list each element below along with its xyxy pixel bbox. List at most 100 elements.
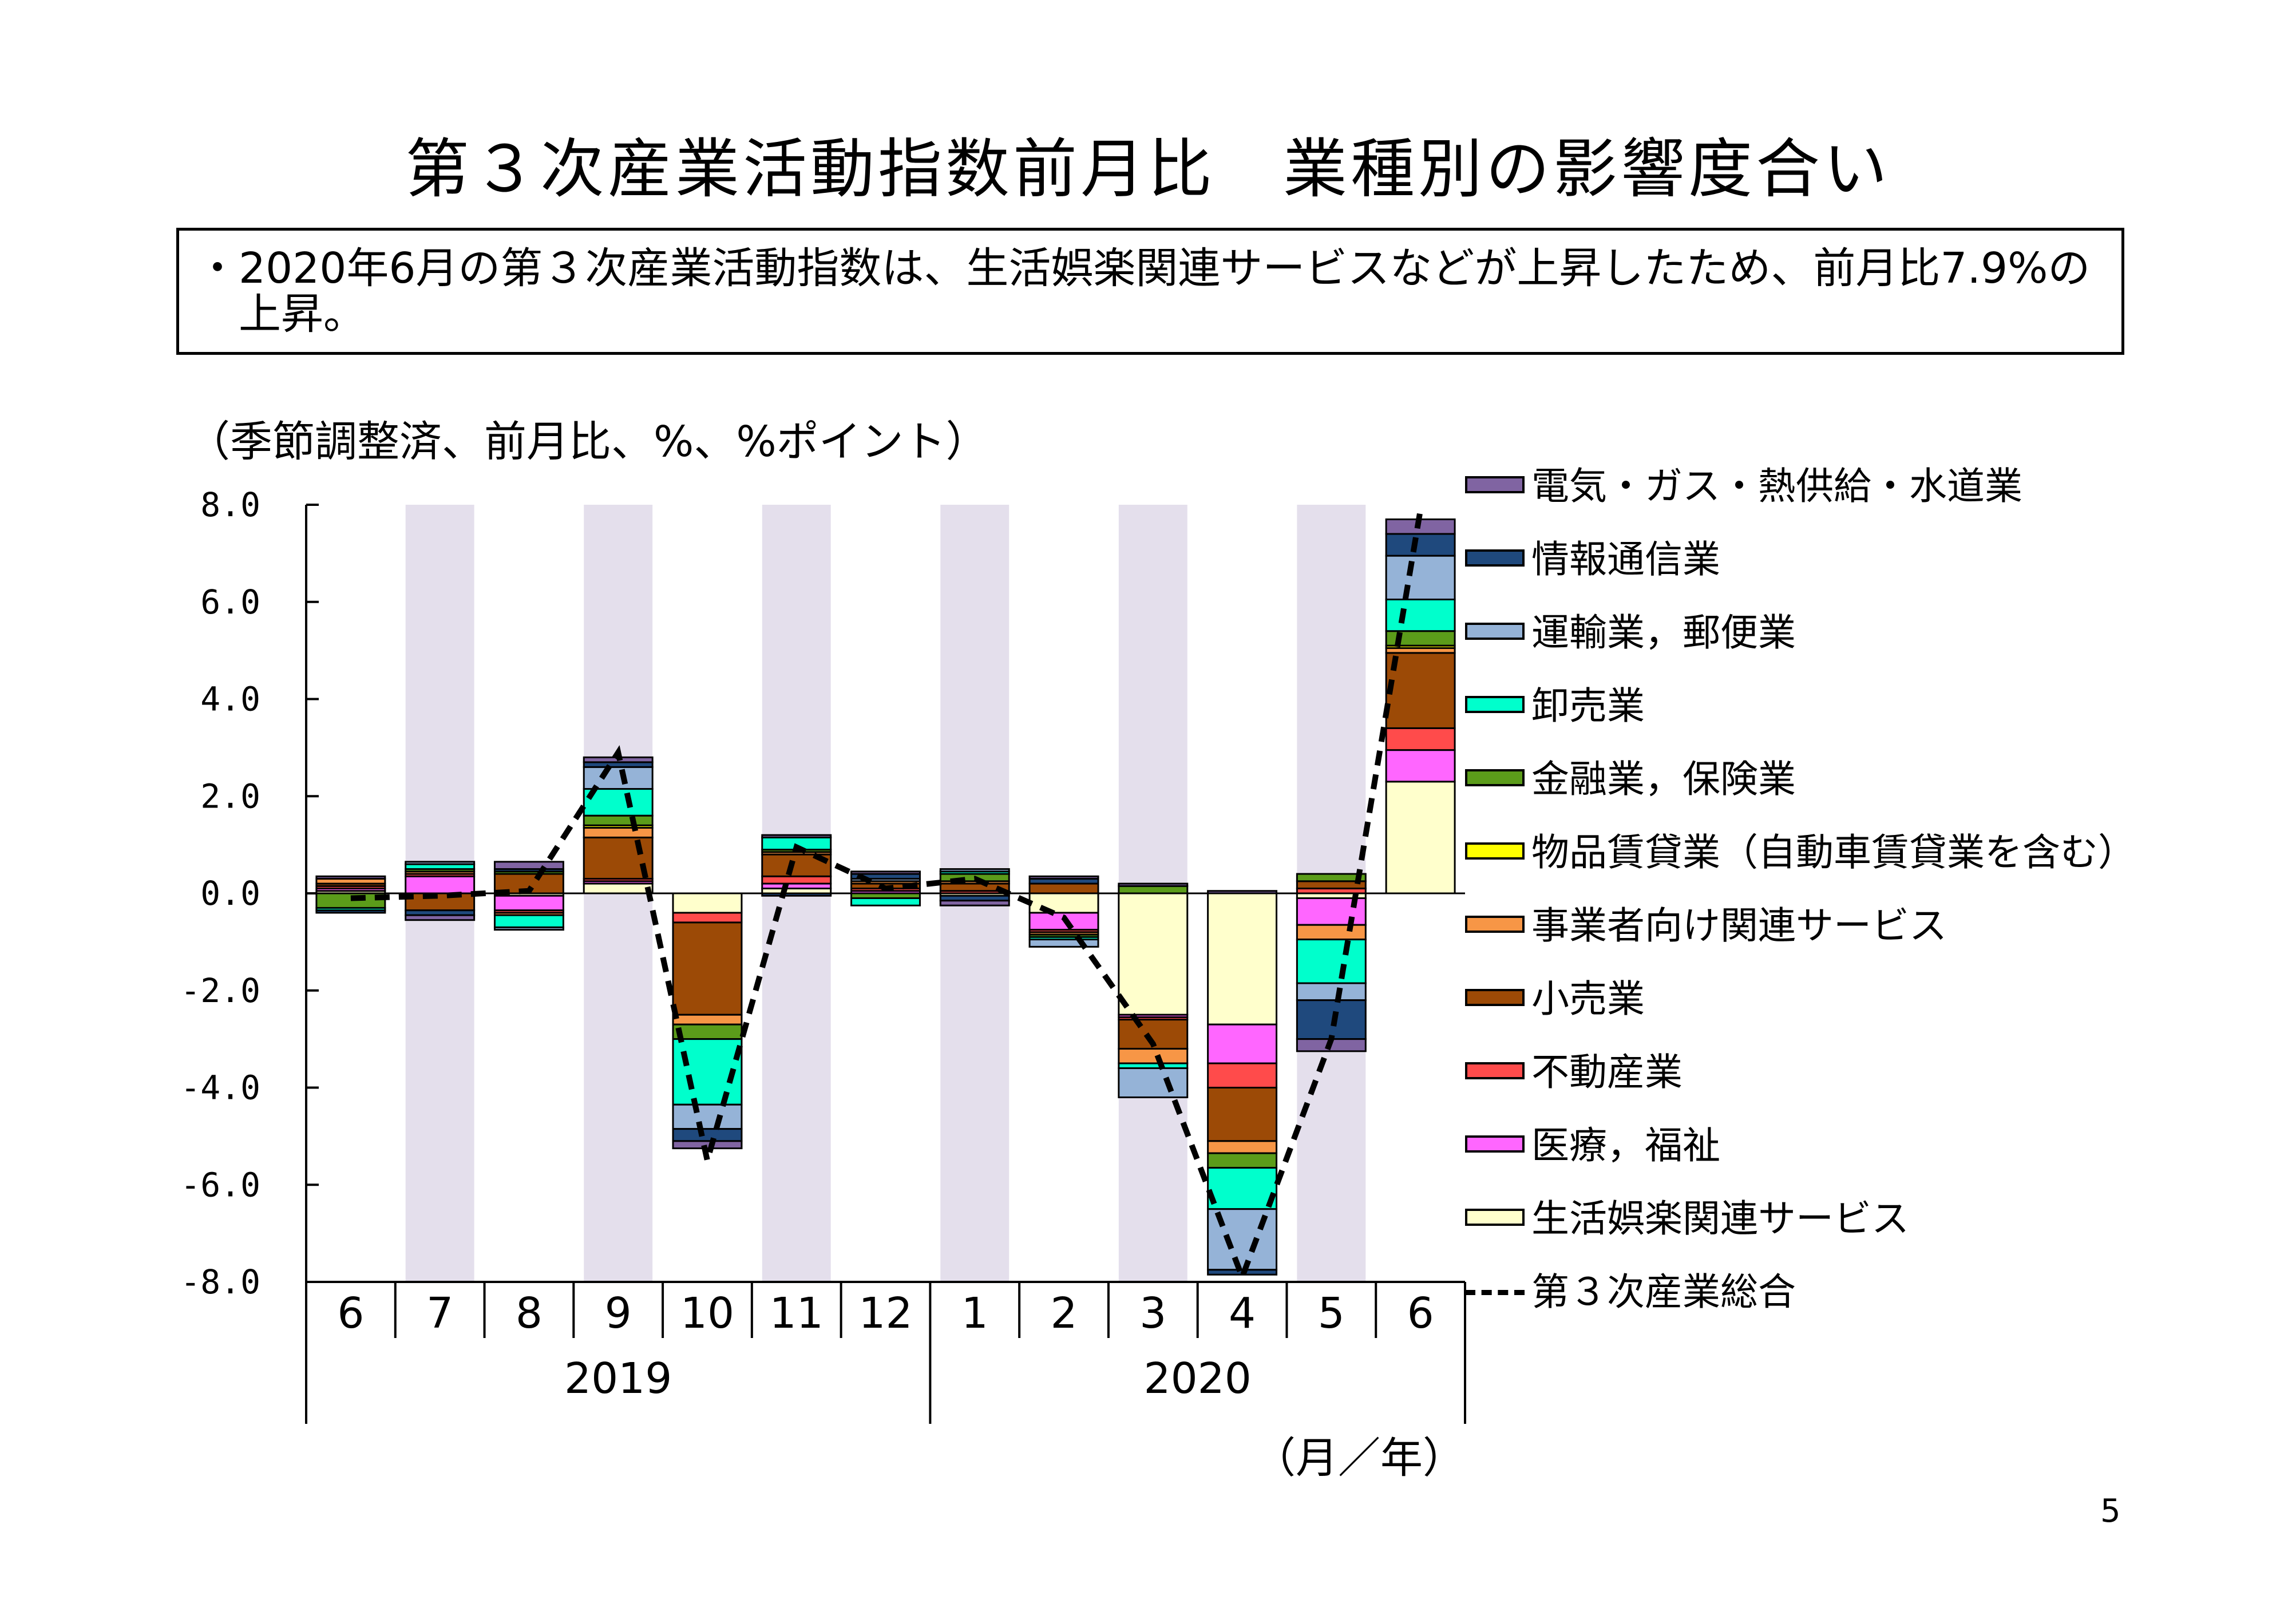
bar-segment-medical (1385, 749, 1456, 783)
legend-label: 情報通信業 (1531, 537, 1720, 581)
bar-segment-medical (493, 894, 564, 912)
x-tick-label: 12 (858, 1289, 912, 1338)
bar-segment-retail (405, 892, 476, 912)
legend-label: 事業者向け関連サービス (1531, 904, 1947, 948)
y-tick-label: -8.0 (180, 1262, 260, 1301)
x-tick-label: 8 (516, 1289, 543, 1338)
x-tick-label: 6 (337, 1289, 364, 1338)
y-tick-label: 6.0 (200, 583, 260, 622)
legend-swatch (1465, 549, 1525, 567)
legend-label: 電気・ガス・熱供給・水道業 (1531, 464, 2022, 508)
y-tick-label: 0.0 (200, 874, 260, 913)
year-label: 2019 (564, 1354, 672, 1403)
x-tick-label: 2 (1050, 1289, 1077, 1338)
bar-segment-finance (672, 1023, 743, 1040)
bar-segment-realestate (1207, 1062, 1278, 1088)
bar-segment-transport (1385, 555, 1456, 601)
legend-swatch (1465, 1209, 1525, 1226)
legend-label: 卸売業 (1531, 684, 1645, 728)
legend-label: 金融業，保険業 (1531, 757, 1796, 801)
bar-segment-transport (493, 926, 564, 931)
x-tick-label: 6 (1407, 1289, 1434, 1338)
bar-segment-transport (1118, 1067, 1189, 1098)
bar-segment-business (1296, 924, 1367, 941)
y-tick-label: 2.0 (200, 777, 260, 816)
legend-swatch (1465, 476, 1525, 493)
bar-segment-leisure (672, 892, 743, 914)
bar-segment-finance (583, 814, 654, 826)
bar-segment-wholesale (1296, 939, 1367, 984)
bar-segment-business (1118, 1048, 1189, 1064)
bar-segment-finance (1296, 873, 1367, 882)
x-tick-label: 4 (1229, 1289, 1256, 1338)
legend-label: 生活娯楽関連サービス (1531, 1197, 1909, 1241)
legend-swatch (1465, 623, 1525, 640)
legend-swatch (1465, 1062, 1525, 1079)
bar-segment-wholesale (1385, 599, 1456, 632)
y-tick-label: -6.0 (180, 1165, 260, 1204)
y-tick-label: 4.0 (200, 680, 260, 719)
legend-label: 不動産業 (1531, 1050, 1683, 1094)
bar-segment-medical (405, 875, 476, 894)
summary-line-2: 上昇。 (239, 290, 366, 339)
bar-segment-retail (1118, 1019, 1189, 1050)
year-label: 2020 (1144, 1354, 1252, 1403)
x-tick-label: 3 (1139, 1289, 1166, 1338)
x-tick-label: 1 (961, 1289, 988, 1338)
y-tick-label: -2.0 (180, 971, 260, 1010)
bar-segment-leisure (1385, 781, 1456, 894)
bar-segment-retail (1385, 652, 1456, 729)
bar-segment-electricity (493, 861, 564, 870)
bar-segment-wholesale (493, 914, 564, 928)
bar-segment-info (1385, 533, 1456, 557)
bar-segment-leisure (1118, 892, 1189, 1016)
bar-segment-transport (939, 868, 1010, 873)
unit-label: （季節調整済、前月比、%、%ポイント） (188, 417, 988, 466)
bar-segment-wholesale (1207, 1167, 1278, 1210)
y-tick-label: 8.0 (200, 485, 260, 524)
bar-segment-business (1207, 1140, 1278, 1154)
legend-swatch (1465, 989, 1525, 1006)
bar-segment-info (1296, 999, 1367, 1040)
bar-segment-realestate (761, 875, 832, 885)
bar-segment-electricity (939, 900, 1010, 906)
bar-segment-transport (1296, 982, 1367, 1001)
bar-segment-business (583, 826, 654, 838)
legend-label: 医療，福祉 (1531, 1123, 1720, 1167)
y-tick-label: -4.0 (180, 1068, 260, 1107)
bar-segment-realestate (1385, 727, 1456, 751)
x-tick-label: 5 (1318, 1289, 1345, 1338)
page-number: 5 (2100, 1493, 2121, 1530)
total-line (350, 509, 1424, 1285)
x-tick-label: 10 (680, 1289, 734, 1338)
bar-segment-transport (672, 1103, 743, 1130)
legend-swatch (1465, 769, 1525, 786)
bar-segment-leisure (583, 882, 654, 894)
x-tick-label: 9 (605, 1289, 632, 1338)
bar-segment-business (672, 1014, 743, 1026)
legend-swatch (1465, 1290, 1525, 1295)
bar-segment-wholesale (850, 897, 921, 906)
summary-note: ・2020年6月の第３次産業活動指数は、生活娯楽関連サービスなどが上昇したため、… (176, 228, 2124, 355)
bar-segment-electricity (405, 914, 476, 921)
bar-segment-electricity (850, 870, 921, 875)
bar-segment-info (672, 1128, 743, 1142)
bar-segment-medical (1207, 1023, 1278, 1064)
x-tick-label: 7 (426, 1289, 453, 1338)
bar-segment-electricity (315, 875, 386, 880)
bar-segment-retail (672, 921, 743, 1016)
month-unit-label: （月／年） (1253, 1434, 1465, 1483)
x-tick-label: 11 (770, 1289, 824, 1338)
bar-segment-transport (1028, 939, 1099, 948)
bar-segment-finance (1207, 1152, 1278, 1169)
legend-swatch (1465, 842, 1525, 860)
bar-segment-electricity (1028, 875, 1099, 880)
legend-label: 運輸業，郵便業 (1531, 611, 1796, 655)
summary-line-1: ・2020年6月の第３次産業活動指数は、生活娯楽関連サービスなどが上昇したため、… (196, 244, 2091, 293)
legend-label: 物品賃貸業（自動車賃貸業を含む） (1531, 830, 2136, 874)
bar-segment-finance (1118, 885, 1189, 894)
page-title: 第３次産業活動指数前月比 業種別の影響度合い (405, 132, 1891, 207)
bar-segment-electricity (1118, 882, 1189, 887)
legend-swatch (1465, 696, 1525, 713)
